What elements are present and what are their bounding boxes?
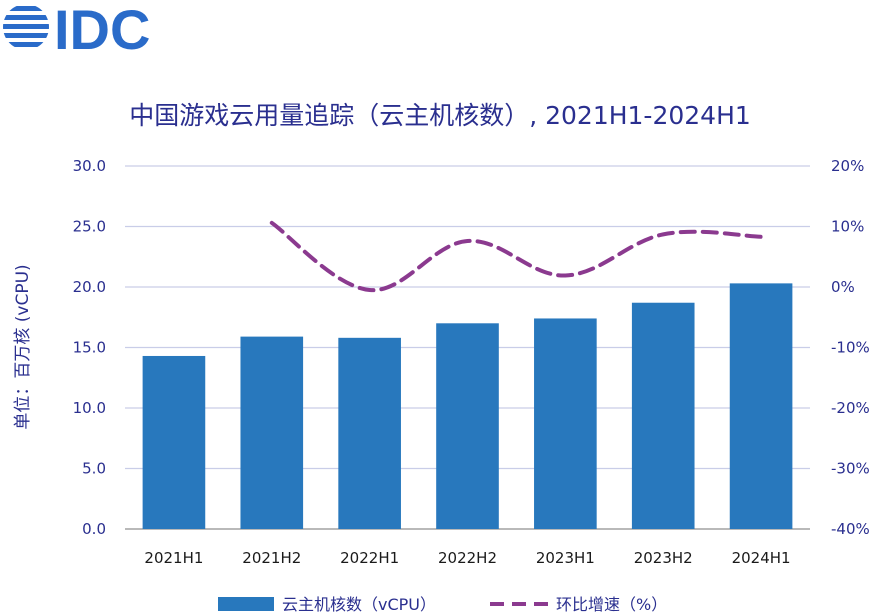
x-tick-label: 2022H2: [438, 549, 497, 567]
growth-rate-line: [269, 220, 764, 293]
y2-tick-label: 10%: [831, 218, 864, 236]
idc-logo: IDC: [3, 0, 150, 61]
y2-tick-label: 0%: [831, 278, 855, 296]
idc-logo-globe-icon: [3, 6, 49, 47]
y-tick-label: 15.0: [73, 339, 106, 357]
line-series: [269, 220, 764, 293]
y2-tick-label: -20%: [831, 399, 870, 417]
y-tick-label: 25.0: [73, 218, 106, 236]
bar: [338, 337, 401, 529]
legend-line-label: 环比增速（%）: [556, 595, 667, 614]
x-tick-label: 2021H1: [144, 549, 203, 567]
x-tick-label: 2024H1: [732, 549, 791, 567]
y-axis-label: 单位：百万核 (vCPU): [13, 264, 33, 429]
x-tick-label: 2023H2: [634, 549, 693, 567]
bar: [534, 318, 597, 529]
bar: [436, 323, 499, 529]
y-tick-label: 0.0: [82, 520, 106, 538]
legend: 云主机核数（vCPU） 环比增速（%）: [218, 595, 667, 614]
y-tick-label: 30.0: [73, 157, 106, 175]
y2-tick-label: -30%: [831, 460, 870, 478]
y-axis-ticks: 0.0 5.0 10.0 15.0 20.0 25.0 30.0: [73, 157, 106, 538]
y2-tick-label: 20%: [831, 157, 864, 175]
y-tick-label: 10.0: [73, 399, 106, 417]
chart-title: 中国游戏云用量追踪（云主机核数）, 2021H1-2024H1: [129, 101, 751, 130]
legend-bar-swatch: [218, 597, 274, 611]
x-tick-label: 2022H1: [340, 549, 399, 567]
y-tick-label: 5.0: [82, 460, 106, 478]
bar: [142, 355, 206, 529]
x-tick-label: 2023H1: [536, 549, 595, 567]
bar: [631, 302, 695, 529]
x-axis-ticks: 2021H1 2021H2 2022H1 2022H2 2023H1 2023H2 2024…: [144, 549, 790, 567]
bar-series: [142, 283, 793, 529]
y2-tick-label: -40%: [831, 520, 870, 538]
legend-bar-label: 云主机核数（vCPU）: [282, 595, 436, 614]
idc-logo-text: IDC: [54, 0, 150, 61]
y-tick-label: 20.0: [73, 278, 106, 296]
y2-tick-label: -10%: [831, 339, 870, 357]
y2-axis-ticks: -40% -30% -20% -10% 0% 10% 20%: [831, 157, 870, 538]
x-tick-label: 2021H2: [242, 549, 301, 567]
bar: [240, 336, 304, 529]
bar: [729, 283, 793, 529]
